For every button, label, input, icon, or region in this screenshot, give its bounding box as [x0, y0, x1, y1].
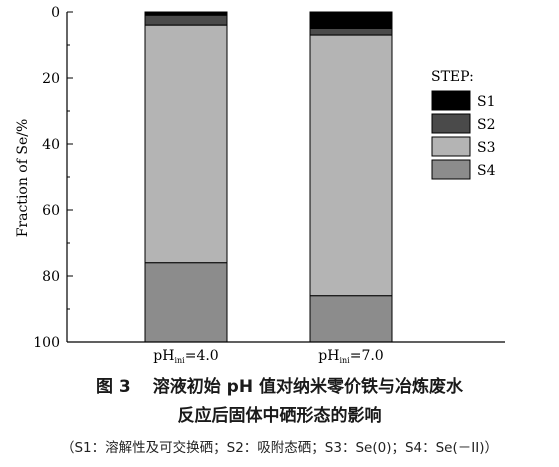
- x-axis: pHini=4.0 pHini=7.0: [67, 341, 505, 365]
- y-axis-label: Fraction of Se/%: [15, 119, 31, 238]
- bar-segment-s2-1: [144, 14, 228, 26]
- caption-note: （S1：溶解性及可交换硒；S2：吸附态硒；S3：Se(0)；S4：Se(－II)…: [60, 440, 498, 456]
- figure-caption-title: 图 3 溶液初始 pH 值对纳米零价铁与冶炼废水: [0, 372, 559, 397]
- bar-segment-s2-2: [309, 28, 393, 36]
- legend-swatch-s1: [431, 90, 471, 111]
- y-tick-label: 60: [42, 203, 60, 219]
- caption-title-line2: 反应后固体中硒形态的影响: [177, 406, 382, 426]
- y-tick-label: 100: [33, 335, 60, 351]
- legend-title: STEP:: [431, 69, 474, 85]
- legend-label-s1: S1: [477, 94, 496, 110]
- legend-swatch-s2: [431, 113, 471, 134]
- y-tick-label: 40: [42, 137, 60, 153]
- bar-segment-s3-1: [144, 24, 228, 264]
- legend-label-s2: S2: [477, 117, 496, 133]
- y-tick-label: 0: [51, 5, 60, 21]
- y-tick-label: 80: [42, 269, 60, 285]
- legend-swatch-s3: [431, 136, 471, 157]
- y-axis: 0 20 40 60 80 100: [33, 5, 73, 351]
- x-tick-label: pHini=7.0: [318, 348, 383, 365]
- legend-label-s4: S4: [477, 163, 496, 179]
- caption-title-line1: 溶液初始 pH 值对纳米零价铁与冶炼废水: [152, 377, 463, 397]
- stacked-bar-chart: 0 20 40 60 80 100 pHini=4.0 pHini=7.0 Fraction…: [15, 5, 505, 365]
- bar-segment-s1-2: [309, 11, 393, 29]
- plot-area: [144, 11, 393, 343]
- bar-segment-s4-2: [309, 295, 393, 343]
- bar-segment-s4-1: [144, 262, 228, 343]
- x-tick-label: pHini=4.0: [153, 348, 218, 365]
- bar-segment-s3-2: [309, 34, 393, 297]
- y-tick-label: 20: [42, 71, 60, 87]
- legend-label-s3: S3: [477, 140, 496, 156]
- figure-number: 图 3: [96, 377, 131, 397]
- legend: STEP: S1 S2 S3 S4: [431, 69, 496, 180]
- legend-swatch-s4: [431, 159, 471, 180]
